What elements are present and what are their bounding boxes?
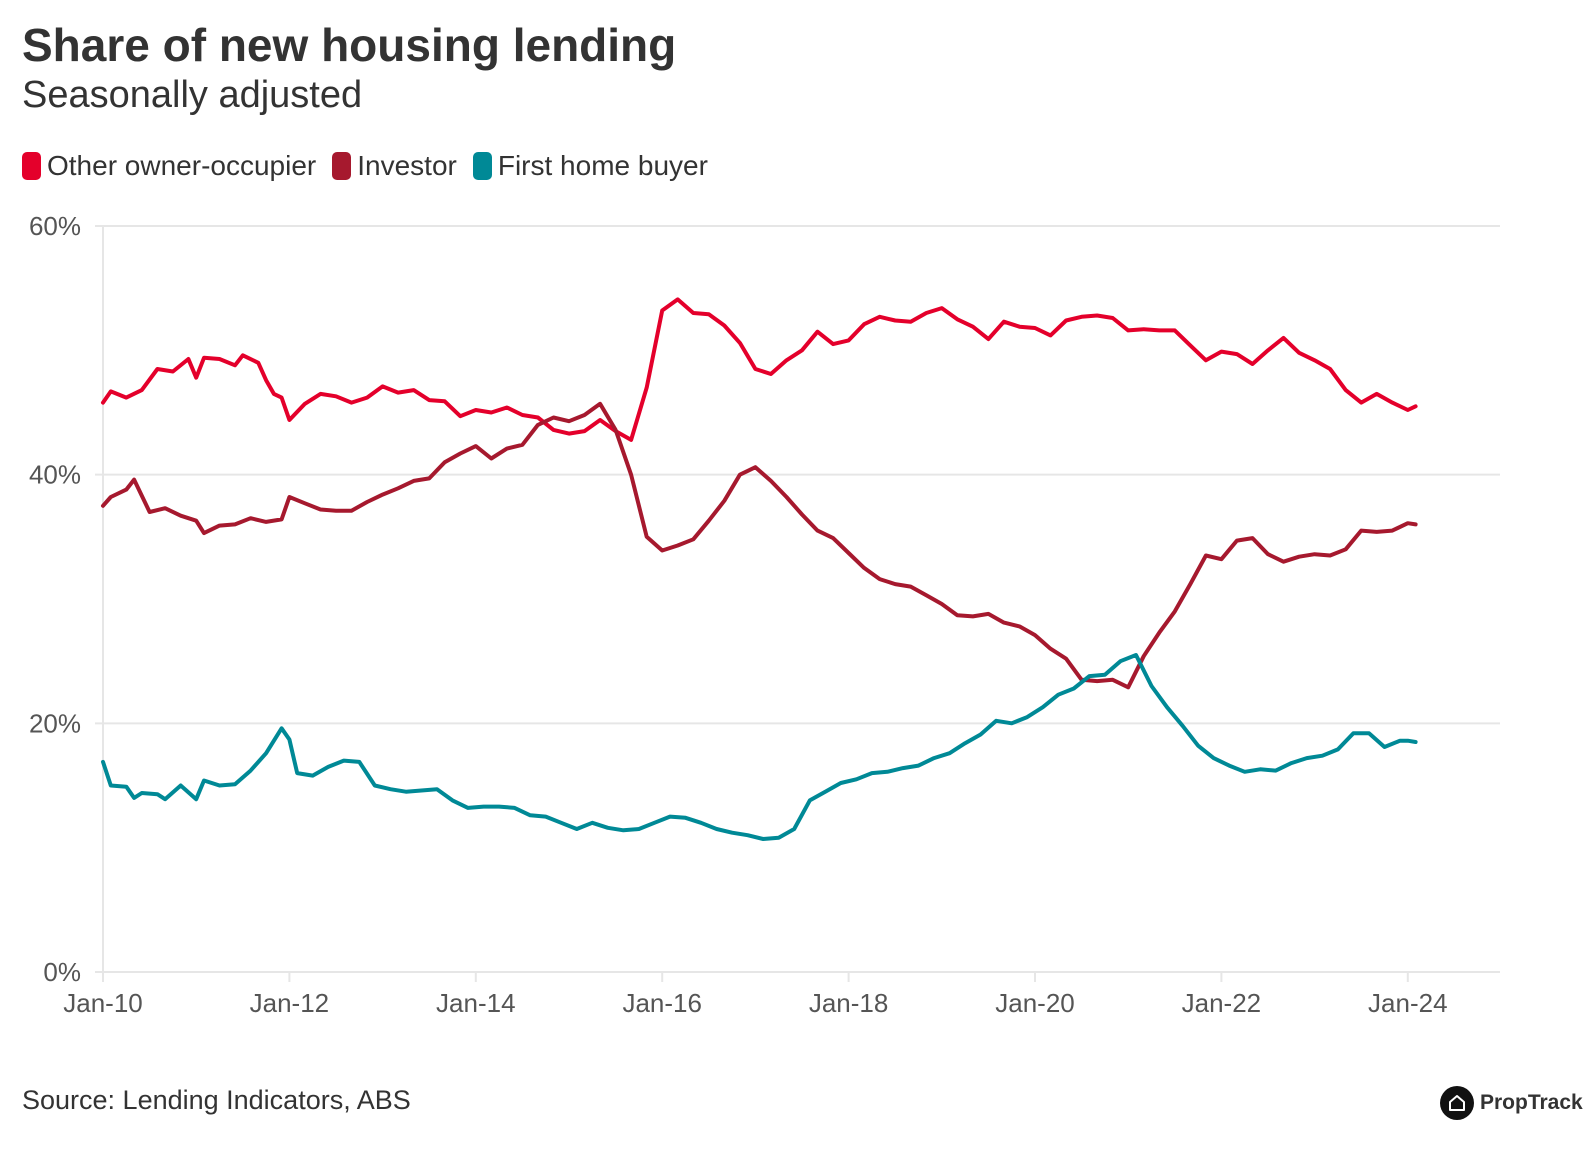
x-tick-label: Jan-18	[809, 988, 889, 1018]
legend-item-other-owner-occupier: Other owner-occupier	[22, 150, 316, 182]
series-lines	[101, 297, 1418, 841]
x-tick-label: Jan-20	[995, 988, 1075, 1018]
legend-item-first-home-buyer: First home buyer	[472, 150, 708, 182]
x-tick-label: Jan-10	[63, 988, 143, 1018]
x-tick-label: Jan-14	[436, 988, 516, 1018]
legend-label-first-home-buyer: First home buyer	[497, 150, 708, 181]
x-tick-label: Jan-22	[1182, 988, 1262, 1018]
legend-swatch-first-home-buyer	[472, 152, 492, 180]
series-line-other-owner-occupier	[101, 297, 1418, 442]
axes: 0% 20% 40% 60% Jan-10 Jan-12 Jan-14 Jan-16 Jan-1…	[29, 211, 1500, 1018]
house-logo-icon	[1440, 1086, 1474, 1120]
x-tick-label: Jan-24	[1368, 988, 1448, 1018]
legend: Other owner-occupier Investor First home…	[22, 150, 724, 182]
y-tick-label: 60%	[29, 211, 81, 241]
y-tick-label: 20%	[29, 708, 81, 738]
chart-subtitle: Seasonally adjusted	[22, 74, 363, 116]
legend-swatch-investor	[332, 152, 352, 180]
legend-label-other-owner-occupier: Other owner-occupier	[47, 150, 317, 181]
y-tick-label: 0%	[43, 957, 81, 987]
series-line-first-home-buyer	[101, 653, 1418, 841]
brand-logo: PropTrack	[1440, 1086, 1583, 1120]
x-tick-label: Jan-16	[622, 988, 702, 1018]
grid-lines	[95, 225, 1500, 725]
legend-swatch-other-owner-occupier	[22, 152, 41, 180]
y-tick-label: 40%	[29, 460, 81, 490]
source-note: Source: Lending Indicators, ABS	[22, 1085, 411, 1115]
series-line-investor	[101, 401, 1418, 690]
brand-name: PropTrack	[1480, 1091, 1583, 1114]
legend-label-investor: Investor	[357, 150, 457, 181]
chart-title: Share of new housing lending	[22, 19, 677, 71]
legend-item-investor: Investor	[332, 150, 457, 182]
x-tick-label: Jan-12	[250, 988, 330, 1018]
